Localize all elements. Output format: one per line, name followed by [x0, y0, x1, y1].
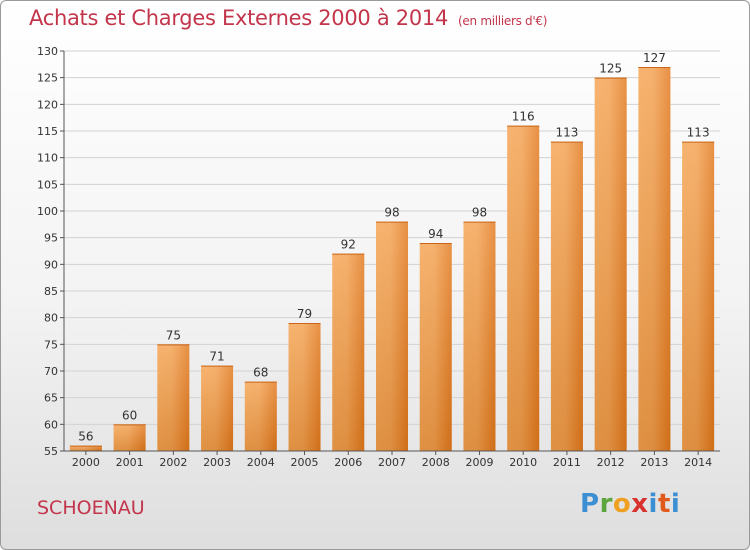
y-tick-label: 120 — [37, 98, 58, 111]
data-label: 113 — [687, 126, 710, 140]
bar-shade — [244, 381, 277, 451]
x-tick-label: 2012 — [597, 456, 625, 469]
x-tick-label: 2002 — [159, 456, 187, 469]
y-tick-label: 70 — [44, 365, 58, 378]
axes: 55 60 65 70 75 80 85 90 95 100 105 110 115 120 125 130 2… — [37, 45, 720, 469]
title-unit: (en milliers d'€) — [458, 14, 548, 28]
bar-group: 113 — [550, 126, 583, 451]
bar-shade — [507, 125, 540, 452]
bar-shade — [638, 67, 671, 451]
data-label: 79 — [297, 307, 312, 321]
bar-shade — [113, 424, 146, 451]
chart-title: Achats et Charges Externes 2000 à 2014 (e… — [29, 6, 547, 30]
title-text: Achats et Charges Externes 2000 à 2014 — [29, 6, 449, 30]
bar-shade — [550, 141, 583, 451]
bar-group: 127 — [638, 51, 671, 451]
bars: 56 60 75 71 68 79 92 98 94 98 116 113 125 127 113 — [69, 51, 715, 452]
data-label: 92 — [341, 238, 356, 252]
x-tick-label: 2000 — [72, 456, 100, 469]
y-tick-label: 125 — [37, 72, 58, 85]
bar-group: 113 — [682, 126, 715, 451]
bar-group: 79 — [288, 307, 321, 451]
bar-shade — [463, 221, 496, 451]
bar-group: 116 — [507, 110, 540, 452]
data-label: 125 — [599, 62, 622, 76]
bar-group: 68 — [244, 366, 277, 451]
y-tick-label: 55 — [44, 445, 58, 458]
bar-shade — [288, 323, 321, 451]
x-tick-label: 2001 — [116, 456, 144, 469]
y-tick-label: 115 — [37, 125, 58, 138]
x-tick-label: 2005 — [291, 456, 319, 469]
y-tick-label: 60 — [44, 418, 58, 431]
bar-shade — [201, 365, 234, 451]
bar-shade — [594, 77, 627, 452]
data-label: 113 — [555, 126, 578, 140]
x-tick-label: 2009 — [465, 456, 493, 469]
x-tick-label: 2006 — [334, 456, 362, 469]
data-label: 116 — [512, 110, 535, 124]
bar-group: 98 — [376, 206, 408, 451]
data-label: 56 — [78, 430, 93, 444]
bar-shade — [376, 221, 408, 451]
y-tick-label: 65 — [44, 392, 58, 405]
bar-shade — [157, 344, 190, 451]
x-tick-label: 2008 — [422, 456, 450, 469]
x-tick-label: 2011 — [553, 456, 581, 469]
y-tick-label: 90 — [44, 258, 58, 271]
bar-group: 56 — [69, 430, 102, 451]
data-label: 98 — [384, 206, 399, 220]
data-label: 127 — [643, 51, 666, 65]
y-tick-label: 110 — [37, 152, 58, 165]
bar-shade — [419, 243, 452, 451]
data-label: 71 — [209, 350, 224, 364]
data-label: 68 — [253, 366, 268, 380]
y-tick-label: 105 — [37, 178, 58, 191]
x-tick-label: 2004 — [247, 456, 275, 469]
proxiti-logo: Proxiti — [580, 489, 681, 519]
bar-group: 125 — [594, 62, 627, 452]
bar-shade — [69, 445, 102, 451]
y-tick-label: 100 — [37, 205, 58, 218]
commune-name: SCHOENAU — [37, 497, 145, 519]
bar-group: 71 — [201, 350, 234, 451]
bar-group: 92 — [332, 238, 365, 451]
y-tick-label: 130 — [37, 45, 58, 58]
y-tick-label: 80 — [44, 312, 58, 325]
x-tick-label: 2003 — [203, 456, 231, 469]
bar-group: 75 — [157, 328, 190, 451]
bar-group: 94 — [419, 227, 452, 451]
y-tick-label: 95 — [44, 232, 58, 245]
x-tick-label: 2007 — [378, 456, 406, 469]
x-tick-label: 2014 — [684, 456, 712, 469]
bar-shade — [332, 253, 365, 451]
x-tick-label: 2013 — [640, 456, 668, 469]
data-label: 75 — [166, 328, 181, 342]
data-label: 60 — [122, 408, 137, 422]
x-tick-label: 2010 — [509, 456, 537, 469]
data-label: 98 — [472, 206, 487, 220]
data-label: 94 — [428, 227, 443, 241]
y-tick-label: 75 — [44, 338, 58, 351]
bar-shade — [682, 141, 715, 451]
bar-group: 98 — [463, 206, 496, 451]
y-tick-label: 85 — [44, 285, 58, 298]
bar-group: 60 — [113, 408, 146, 451]
